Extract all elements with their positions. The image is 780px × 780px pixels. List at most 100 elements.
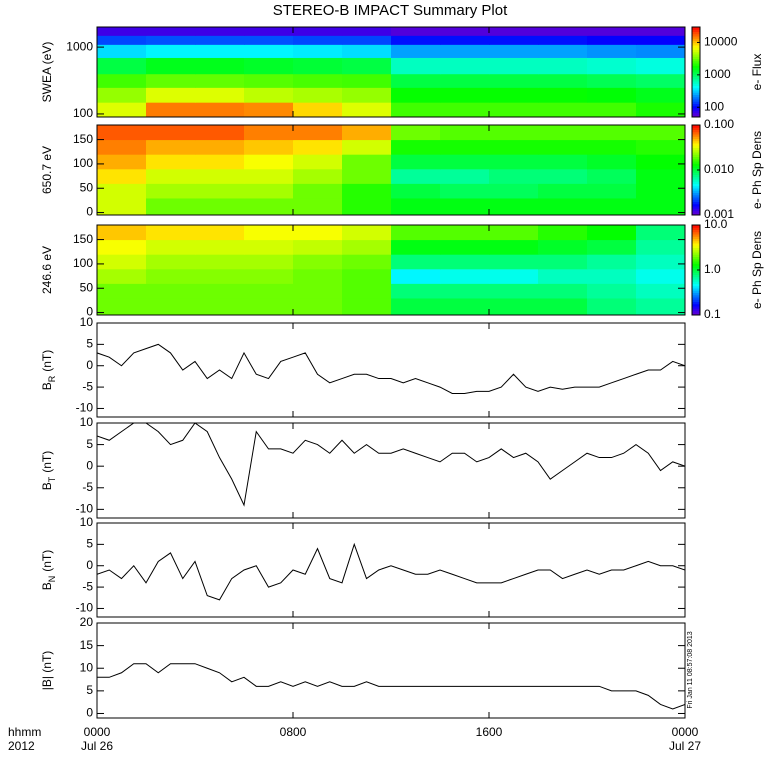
- heatmap-cell: [538, 297, 588, 315]
- heatmap-cell: [342, 102, 392, 117]
- y-tick-label: 20: [80, 615, 94, 629]
- colorbar-slice: [692, 27, 700, 30]
- colorbar-slice: [692, 29, 700, 32]
- heatmap-cell: [342, 154, 392, 170]
- x-tick-label: 0000: [672, 725, 699, 739]
- heatmap-cell: [195, 154, 245, 170]
- heatmap-cell: [342, 44, 392, 58]
- y-tick-label: 0: [86, 706, 93, 720]
- colorbar-slice: [692, 125, 700, 128]
- colorbar-slice: [692, 303, 700, 307]
- y-tick-label: 0: [86, 305, 93, 319]
- panel-frame: [96, 422, 686, 519]
- heatmap-cell: [538, 57, 588, 75]
- heatmap-cell: [244, 283, 294, 299]
- colorbar-slice: [692, 45, 700, 48]
- colorbar-tick-label: 0.001: [704, 207, 734, 221]
- panel-content: [97, 125, 685, 215]
- colorbar-slice: [692, 201, 700, 205]
- colorbar-slice: [692, 227, 700, 230]
- colorbar-slice: [692, 158, 700, 162]
- heatmap-cell: [587, 283, 637, 299]
- colorbar-slice: [692, 134, 700, 137]
- y-tick-label: -5: [82, 379, 93, 393]
- heatmap-cell: [440, 239, 490, 255]
- heatmap-cell: [293, 197, 343, 215]
- heatmap-cell: [489, 57, 539, 75]
- heatmap-cell: [342, 254, 392, 270]
- heatmap-cell: [342, 197, 392, 215]
- heatmap-cell: [538, 225, 588, 241]
- heatmap-cell: [538, 197, 588, 215]
- panel-frame: [96, 322, 686, 418]
- y-tick-label: 5: [86, 537, 93, 551]
- colorbar-slice: [692, 297, 700, 300]
- heatmap-cell: [636, 168, 685, 184]
- colorbar-frame: [691, 26, 701, 118]
- colorbar-slice: [692, 252, 700, 255]
- colorbar-slice: [692, 69, 700, 73]
- colorbar-slice: [692, 274, 700, 278]
- colorbar-slice: [692, 174, 700, 178]
- x-tick-label: 1600: [476, 725, 503, 739]
- colorbar-slice: [692, 161, 700, 164]
- colorbar-slice: [692, 279, 700, 282]
- y-axis-label-unit: (nT): [40, 350, 54, 372]
- heatmap-cell: [440, 254, 490, 270]
- y-axis-label-text: SWEA (eV): [40, 42, 54, 103]
- heatmap-cell: [587, 239, 637, 255]
- heatmap-cell: [97, 35, 147, 45]
- heatmap-cell: [146, 44, 196, 58]
- heatmap-cell: [146, 73, 196, 88]
- heatmap-cell: [489, 27, 539, 36]
- colorbar-slice: [692, 92, 700, 95]
- heatmap-cell: [636, 297, 685, 315]
- heatmap-cell: [440, 297, 490, 315]
- colorbar-slice: [692, 301, 700, 305]
- colorbar-slice: [692, 170, 700, 173]
- heatmap-cell: [440, 225, 490, 241]
- heatmap-cell: [146, 183, 196, 199]
- y-tick-label: -5: [82, 480, 93, 494]
- y-axis-label-text: B: [40, 582, 54, 590]
- heatmap-cell: [195, 35, 245, 45]
- panel-frame: [96, 124, 686, 216]
- heatmap-cell: [97, 44, 147, 58]
- colorbar-label: e- Flux: [750, 54, 764, 91]
- y-axis-label: 246.6 eV: [40, 246, 54, 294]
- heatmap-cell: [587, 183, 637, 199]
- heatmap-cell: [391, 197, 441, 215]
- colorbar-slice: [692, 114, 700, 118]
- heatmap-cell: [244, 183, 294, 199]
- heatmap-cell: [587, 297, 637, 315]
- colorbar-slice: [692, 263, 700, 266]
- heatmap-cell: [489, 225, 539, 241]
- heatmap-cell: [391, 27, 441, 36]
- heatmap-cell: [146, 254, 196, 270]
- heatmap-cell: [97, 283, 147, 299]
- colorbar-slice: [692, 308, 700, 311]
- colorbar-slice: [692, 276, 700, 280]
- y-tick-label: 1000: [66, 39, 93, 53]
- heatmap-cell: [146, 239, 196, 255]
- colorbar-slice: [692, 310, 700, 314]
- heatmap-cell: [195, 73, 245, 88]
- colorbar-slice: [692, 245, 700, 248]
- heatmap-cell: [97, 183, 147, 199]
- heatmap-cell: [342, 125, 392, 141]
- y-tick-label: 5: [86, 437, 93, 451]
- heatmap-cell: [293, 27, 343, 36]
- heatmap-cell: [342, 73, 392, 88]
- panel-content: [97, 542, 685, 601]
- y-tick-label: 150: [73, 132, 93, 146]
- heatmap-cell: [244, 139, 294, 155]
- heatmap-cell: [146, 154, 196, 170]
- heatmap-cell: [391, 44, 441, 58]
- heatmap-cell: [538, 283, 588, 299]
- colorbar-slice: [692, 176, 700, 180]
- colorbar-slice: [692, 38, 700, 41]
- timestamp: Fri Jan 11 08:57:08 2013: [687, 631, 694, 708]
- heatmap-cell: [97, 297, 147, 315]
- colorbar-slice: [692, 149, 700, 153]
- colorbar-slice: [692, 40, 700, 44]
